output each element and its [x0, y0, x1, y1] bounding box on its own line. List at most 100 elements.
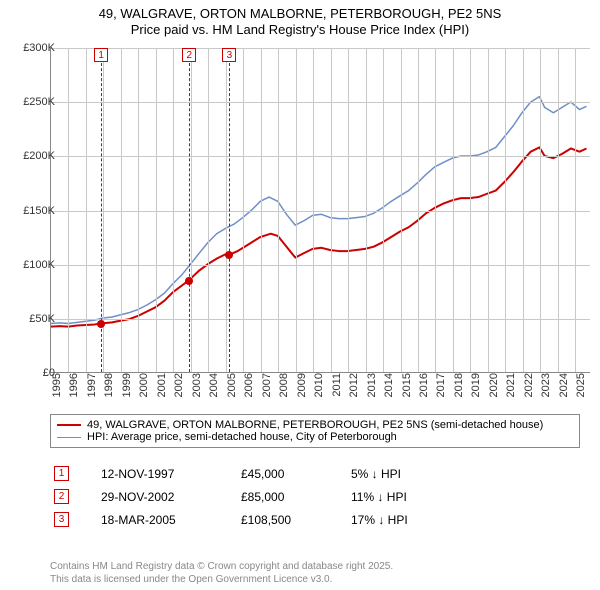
gridline-vertical — [226, 48, 227, 372]
gridline-vertical — [488, 48, 489, 372]
xtick-label: 2013 — [366, 373, 369, 397]
sales-row-price: £45,000 — [241, 467, 351, 481]
xtick-label: 2017 — [435, 373, 438, 397]
xtick-label: 1999 — [121, 373, 124, 397]
title-line1: 49, WALGRAVE, ORTON MALBORNE, PETERBOROU… — [10, 6, 590, 21]
xtick-label: 2022 — [523, 373, 526, 397]
xtick-label: 2025 — [575, 373, 578, 397]
sales-row-date: 29-NOV-2002 — [101, 490, 241, 504]
sale-dot — [225, 251, 233, 259]
chart-container: 49, WALGRAVE, ORTON MALBORNE, PETERBOROU… — [0, 0, 600, 590]
plot-region: 1995199619971998199920002001200220032004… — [50, 48, 590, 373]
gridline-vertical — [331, 48, 332, 372]
sale-dot — [97, 320, 105, 328]
xtick-label: 2007 — [261, 373, 264, 397]
sales-row: 2 29-NOV-2002£85,00011% ↓ HPI — [50, 485, 580, 508]
sales-table: 1 12-NOV-1997£45,0005% ↓ HPI 2 29-NOV-2002£… — [50, 462, 580, 531]
gridline-vertical — [138, 48, 139, 372]
xtick-label: 2001 — [156, 373, 159, 397]
legend-row: HPI: Average price, semi-detached house,… — [57, 431, 573, 443]
xtick-label: 2010 — [313, 373, 316, 397]
ytick-label: £100K — [15, 259, 55, 271]
sales-row-delta: 5% ↓ HPI — [351, 467, 471, 481]
xtick-label: 2003 — [191, 373, 194, 397]
xtick-label: 2019 — [470, 373, 473, 397]
sale-marker-box: 3 — [222, 48, 236, 62]
sales-row-delta: 17% ↓ HPI — [351, 513, 471, 527]
gridline-vertical — [261, 48, 262, 372]
legend-label: HPI: Average price, semi-detached house,… — [87, 431, 397, 443]
ytick-label: £150K — [15, 205, 55, 217]
sales-row-date: 12-NOV-1997 — [101, 467, 241, 481]
gridline-vertical — [278, 48, 279, 372]
gridline-vertical — [470, 48, 471, 372]
xtick-label: 2020 — [488, 373, 491, 397]
sales-row-marker: 1 — [54, 466, 69, 481]
xtick-label: 2021 — [505, 373, 508, 397]
sales-row-date: 18-MAR-2005 — [101, 513, 241, 527]
gridline-vertical — [191, 48, 192, 372]
footer-attribution: Contains HM Land Registry data © Crown c… — [50, 560, 393, 586]
gridline-horizontal — [51, 48, 590, 49]
gridline-vertical — [505, 48, 506, 372]
sale-marker-line — [189, 48, 190, 372]
gridline-horizontal — [51, 319, 590, 320]
sales-row-price: £85,000 — [241, 490, 351, 504]
gridline-vertical — [121, 48, 122, 372]
xtick-label: 2015 — [401, 373, 404, 397]
gridline-vertical — [208, 48, 209, 372]
gridline-vertical — [68, 48, 69, 372]
gridline-vertical — [540, 48, 541, 372]
sales-row-delta: 11% ↓ HPI — [351, 490, 471, 504]
gridline-vertical — [523, 48, 524, 372]
ytick-label: £50K — [15, 313, 55, 325]
xtick-label: 2002 — [173, 373, 176, 397]
sales-row-marker: 2 — [54, 489, 69, 504]
chart-area: 1995199619971998199920002001200220032004… — [50, 48, 590, 403]
ytick-label: £200K — [15, 150, 55, 162]
xtick-label: 2008 — [278, 373, 281, 397]
gridline-vertical — [435, 48, 436, 372]
sales-row-marker: 3 — [54, 512, 69, 527]
gridline-vertical — [243, 48, 244, 372]
sale-marker-line — [229, 48, 230, 372]
xtick-label: 2024 — [558, 373, 561, 397]
gridline-horizontal — [51, 211, 590, 212]
xtick-label: 2014 — [383, 373, 386, 397]
legend-swatch — [57, 424, 81, 426]
xtick-label: 2011 — [331, 373, 334, 397]
xtick-label: 2000 — [138, 373, 141, 397]
xtick-label: 2016 — [418, 373, 421, 397]
sales-row-price: £108,500 — [241, 513, 351, 527]
gridline-vertical — [86, 48, 87, 372]
xtick-label: 1996 — [68, 373, 71, 397]
xtick-label: 2018 — [453, 373, 456, 397]
gridline-vertical — [401, 48, 402, 372]
gridline-horizontal — [51, 265, 590, 266]
title-line2: Price paid vs. HM Land Registry's House … — [10, 22, 590, 37]
sale-marker-box: 2 — [182, 48, 196, 62]
legend-label: 49, WALGRAVE, ORTON MALBORNE, PETERBOROU… — [87, 419, 543, 431]
gridline-vertical — [296, 48, 297, 372]
sale-dot — [185, 277, 193, 285]
gridline-horizontal — [51, 102, 590, 103]
gridline-vertical — [156, 48, 157, 372]
legend-row: 49, WALGRAVE, ORTON MALBORNE, PETERBOROU… — [57, 419, 573, 431]
sales-row: 3 18-MAR-2005£108,50017% ↓ HPI — [50, 508, 580, 531]
footer-line2: This data is licensed under the Open Gov… — [50, 573, 393, 586]
xtick-label: 2006 — [243, 373, 246, 397]
legend: 49, WALGRAVE, ORTON MALBORNE, PETERBOROU… — [50, 414, 580, 448]
footer-line1: Contains HM Land Registry data © Crown c… — [50, 560, 393, 573]
gridline-vertical — [575, 48, 576, 372]
xtick-label: 1998 — [103, 373, 106, 397]
title-block: 49, WALGRAVE, ORTON MALBORNE, PETERBOROU… — [0, 0, 600, 39]
legend-swatch — [57, 437, 81, 438]
ytick-label: £0 — [15, 367, 55, 379]
gridline-vertical — [313, 48, 314, 372]
gridline-horizontal — [51, 156, 590, 157]
gridline-vertical — [173, 48, 174, 372]
xtick-label: 1997 — [86, 373, 89, 397]
sale-marker-box: 1 — [94, 48, 108, 62]
xtick-label: 2004 — [208, 373, 211, 397]
xtick-label: 2012 — [348, 373, 351, 397]
